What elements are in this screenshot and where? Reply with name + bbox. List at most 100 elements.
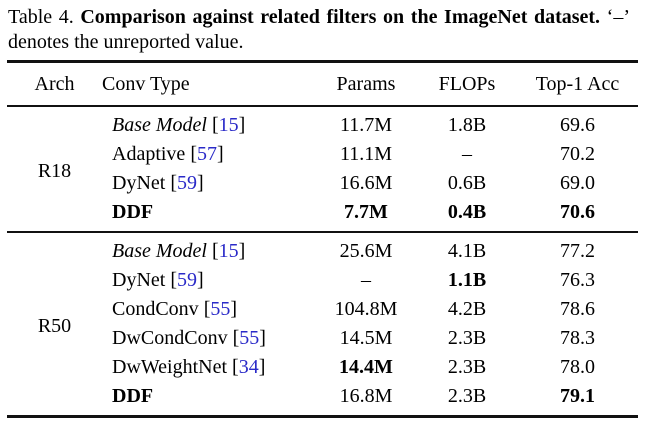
table-header: Arch Conv Type Params FLOPs Top-1 Acc <box>7 62 638 106</box>
top1-acc-cell: 79.1 <box>560 385 595 407</box>
conv-type-label: Adaptive <box>112 143 186 165</box>
top1-acc-cell: 78.3 <box>560 327 595 349</box>
top1-acc-cell: 69.6 <box>560 114 595 136</box>
flops-cell: 4.1B <box>447 240 487 262</box>
conv-type-cell: DwCondConv [55] <box>102 324 315 353</box>
table-row: DwWeightNet [34] 14.4M 2.3B 78.0 <box>7 353 638 382</box>
conv-type-label: DyNet <box>112 269 166 291</box>
top1-acc-cell: 78.0 <box>560 356 595 378</box>
citation-bracket: ] <box>259 327 266 349</box>
column-header-params: Params <box>336 73 396 95</box>
conv-type-label: Base Model <box>112 240 207 262</box>
arch-cell: R18 <box>37 159 72 182</box>
column-header-arch: Arch <box>34 73 75 95</box>
citation-link[interactable]: 59 <box>177 172 197 194</box>
conv-type-label: DDF <box>112 201 154 223</box>
citation-bracket: [ <box>198 298 211 320</box>
flops-cell: 2.3B <box>447 356 487 378</box>
flops-cell: 0.4B <box>447 201 487 223</box>
citation-link[interactable]: 57 <box>196 143 217 165</box>
flops-cell: 4.2B <box>447 298 487 320</box>
table-row: DwCondConv [55] 14.5M 2.3B 78.3 <box>7 324 638 353</box>
table-row: DDF 7.7M 0.4B 70.6 <box>7 198 638 232</box>
citation-link[interactable]: 15 <box>218 240 239 262</box>
conv-type-label: DwWeightNet <box>112 356 228 378</box>
table-row: DyNet [59] – 1.1B 76.3 <box>7 266 638 295</box>
citation-link[interactable]: 15 <box>218 114 239 136</box>
table-row: Adaptive [57] 11.1M – 70.2 <box>7 140 638 169</box>
caption-note: ‘–’ denotes the unreported value. <box>8 6 630 53</box>
citation-bracket: ] <box>238 114 246 136</box>
conv-type-label: Base Model <box>112 114 207 136</box>
params-cell: 14.5M <box>339 327 393 349</box>
conv-type-label: DDF <box>112 385 154 407</box>
conv-type-cell: DyNet [59] <box>102 266 315 295</box>
citation-link[interactable]: 55 <box>210 298 231 320</box>
citation-bracket: [ <box>165 172 177 194</box>
conv-type-cell: DyNet [59] <box>102 169 315 198</box>
conv-type-label: CondConv <box>112 298 199 320</box>
caption-prefix: Table 4. <box>8 6 74 28</box>
column-header-top1-acc: Top-1 Acc <box>535 73 620 95</box>
conv-type-cell: Adaptive [57] <box>102 140 315 169</box>
params-cell: 16.8M <box>339 385 393 407</box>
citation-bracket: [ <box>227 327 240 349</box>
arch-cell: R50 <box>37 314 72 337</box>
top1-acc-cell: 70.2 <box>560 143 595 165</box>
top1-acc-cell: 69.0 <box>560 172 595 194</box>
flops-cell: 1.8B <box>447 114 487 136</box>
comparison-table: Arch Conv Type Params FLOPs Top-1 Acc R1… <box>7 60 638 418</box>
citation-link[interactable]: 34 <box>238 356 259 378</box>
table-row: R18 Base Model [15] 11.7M 1.8B 69.6 <box>7 106 638 182</box>
params-cell: 25.6M <box>339 240 393 262</box>
citation-bracket: [ <box>165 269 177 291</box>
table-body: R18 Base Model [15] 11.7M 1.8B 69.6 Adaptive … <box>7 106 638 417</box>
citation-link[interactable]: 55 <box>239 327 260 349</box>
table-row: DyNet [59] 16.6M 0.6B 69.0 <box>7 169 638 198</box>
table-row: DDF 16.8M 2.3B 79.1 <box>7 382 638 417</box>
table-row: CondConv [55] 104.8M 4.2B 78.6 <box>7 295 638 324</box>
citation-link[interactable]: 59 <box>177 269 197 291</box>
top1-acc-cell: 76.3 <box>560 269 595 291</box>
params-cell: 11.1M <box>339 143 393 165</box>
params-cell: – <box>361 269 371 291</box>
table-caption: Table 4. Comparison against related filt… <box>8 5 630 55</box>
citation-bracket: ] <box>216 143 224 165</box>
flops-cell: 2.3B <box>447 385 487 407</box>
conv-type-label: DyNet <box>112 172 166 194</box>
conv-type-label: DwCondConv <box>112 327 228 349</box>
params-cell: 14.4M <box>339 356 393 378</box>
column-header-flops: FLOPs <box>438 73 496 95</box>
caption-title: Comparison against related filters on th… <box>80 6 601 28</box>
citation-bracket: [ <box>206 240 219 262</box>
conv-type-cell: DDF <box>102 382 315 417</box>
flops-cell: 2.3B <box>447 327 487 349</box>
citation-bracket: [ <box>185 143 197 165</box>
citation-bracket: ] <box>197 269 204 291</box>
flops-cell: – <box>462 143 472 165</box>
conv-type-cell: Base Model [15] <box>102 106 315 140</box>
citation-bracket: [ <box>206 114 219 136</box>
params-cell: 16.6M <box>339 172 393 194</box>
conv-type-cell: CondConv [55] <box>102 295 315 324</box>
citation-bracket: ] <box>197 172 204 194</box>
top1-acc-cell: 78.6 <box>560 298 595 320</box>
top1-acc-cell: 70.6 <box>560 201 595 223</box>
params-cell: 11.7M <box>339 114 393 136</box>
column-header-conv-type: Conv Type <box>102 73 190 95</box>
conv-type-cell: Base Model [15] <box>102 232 315 266</box>
citation-bracket: [ <box>227 356 239 378</box>
citation-bracket: ] <box>230 298 238 320</box>
conv-type-cell: DwWeightNet [34] <box>102 353 315 382</box>
top1-acc-cell: 77.2 <box>560 240 595 262</box>
flops-cell: 0.6B <box>447 172 487 194</box>
table-row: R50 Base Model [15] 25.6M 4.1B 77.2 <box>7 232 638 336</box>
citation-bracket: ] <box>238 240 246 262</box>
params-cell: 104.8M <box>334 298 398 320</box>
flops-cell: 1.1B <box>447 269 487 291</box>
conv-type-cell: DDF <box>102 198 315 232</box>
citation-bracket: ] <box>258 356 266 378</box>
header-row: Arch Conv Type Params FLOPs Top-1 Acc <box>7 62 638 106</box>
params-cell: 7.7M <box>344 201 388 223</box>
